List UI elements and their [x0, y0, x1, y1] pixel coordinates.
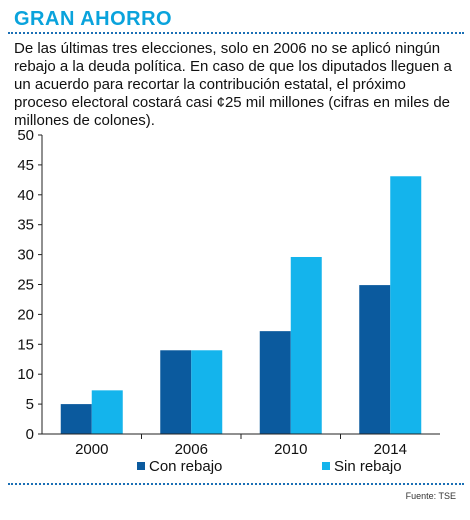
bar-sin-rebajo-2010 [290, 256, 322, 434]
y-tick-label: 5 [26, 396, 34, 413]
bar-con-rebajo-2006 [160, 350, 192, 434]
bar-sin-rebajo-2006 [191, 350, 223, 434]
footer-divider [8, 483, 464, 485]
x-tick-label: 2006 [175, 441, 208, 458]
y-tick-label: 35 [17, 217, 34, 234]
bars [60, 176, 422, 434]
intro-text: De las últimas tres elecciones, solo en … [14, 40, 452, 129]
bar-con-rebajo-2000 [60, 404, 92, 434]
y-tick-label: 45 [17, 157, 34, 174]
y-tick-label: 15 [17, 336, 34, 353]
y-tick-label: 25 [17, 277, 34, 294]
x-axis-ticks: 2000 2006 2010 2014 [75, 434, 407, 458]
legend-label: Con rebajo [149, 458, 222, 475]
bar-sin-rebajo-2000 [91, 390, 123, 434]
y-tick-label: 40 [17, 187, 34, 204]
bar-sin-rebajo-2014 [390, 176, 422, 434]
x-tick-label: 2014 [374, 441, 407, 458]
x-tick-label: 2010 [274, 441, 307, 458]
y-axis-ticks: 0 5 10 15 20 25 30 35 40 45 50 [17, 127, 42, 443]
y-tick-label: 30 [17, 247, 34, 264]
bar-con-rebajo-2014 [359, 285, 391, 434]
x-tick-label: 2000 [75, 441, 108, 458]
legend-label: Sin rebajo [334, 458, 402, 475]
y-tick-label: 0 [26, 426, 34, 443]
source-note: Fuente: TSE [405, 491, 456, 501]
bar-con-rebajo-2010 [259, 331, 291, 434]
legend-swatch-1 [322, 462, 330, 470]
y-tick-label: 10 [17, 366, 34, 383]
legend-swatch-0 [137, 462, 145, 470]
title-bar: GRAN AHORRO [8, 6, 464, 34]
y-tick-label: 20 [17, 306, 34, 323]
chart-title: GRAN AHORRO [14, 8, 173, 30]
legend: Con rebajo Sin rebajo [137, 458, 402, 475]
y-tick-label: 50 [17, 127, 34, 144]
